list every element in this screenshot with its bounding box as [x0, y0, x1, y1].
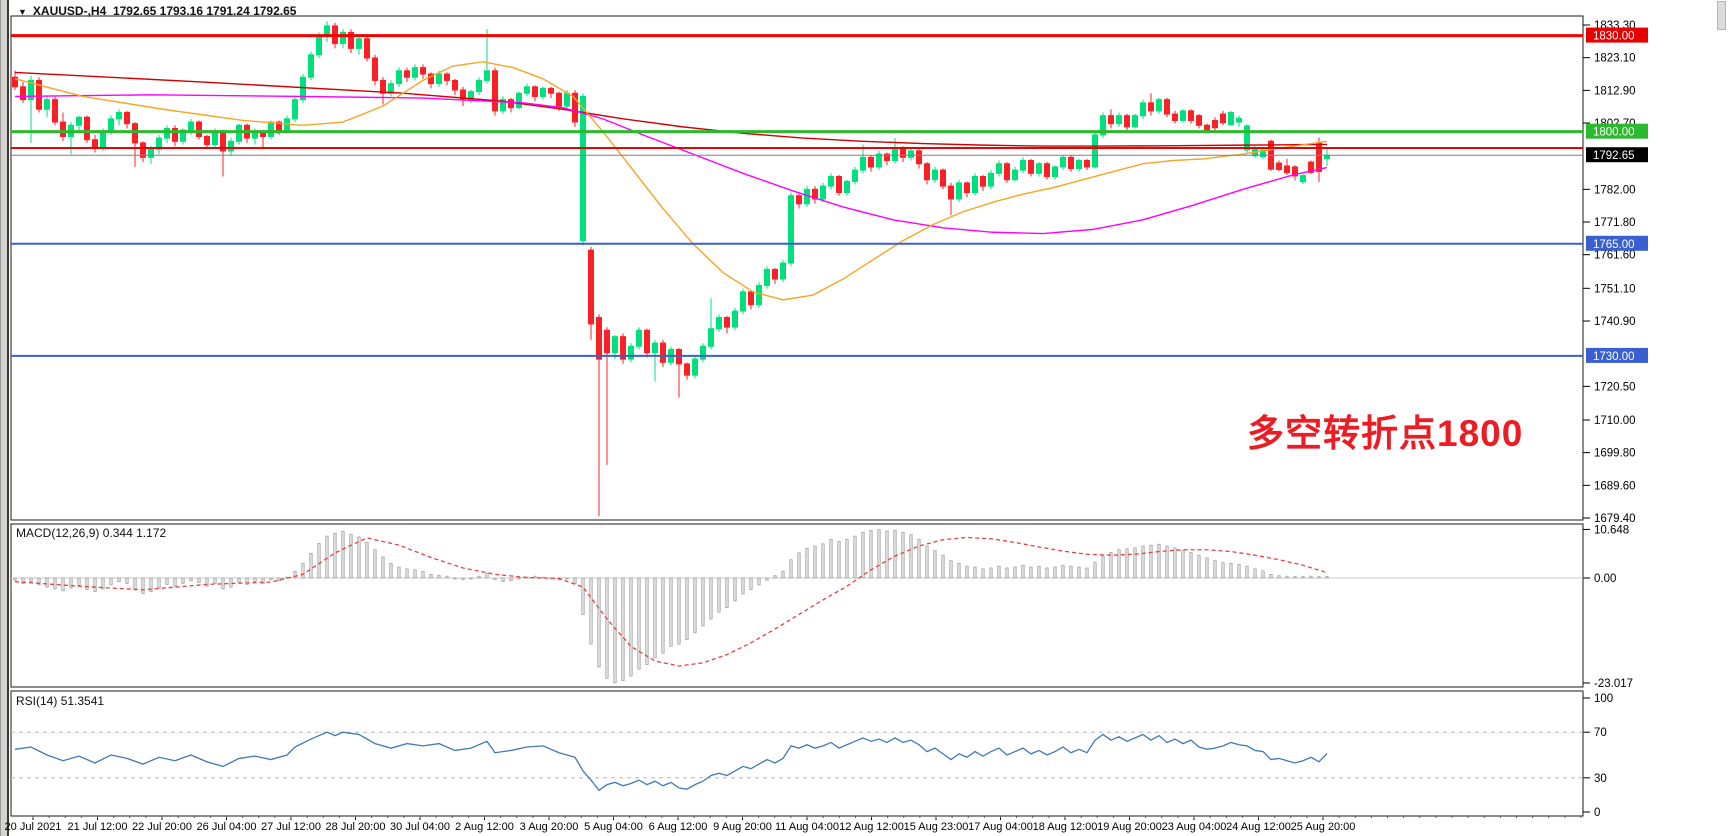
moving-averages — [14, 61, 1328, 301]
rsi-line — [14, 731, 1328, 792]
axis-label: 20 Jul 2021 — [5, 821, 62, 833]
axis-label: 1751.10 — [1594, 283, 1636, 295]
macd-axis: 10.648 0.00 -23.017 — [1583, 524, 1633, 690]
axis-label: 1812.90 — [1594, 85, 1636, 97]
price-badge-1800.00 — [1586, 123, 1648, 139]
ma-medium-magenta — [14, 94, 1328, 235]
axis-label: 1792.65 — [1593, 150, 1635, 162]
title-ohlc: 1792.65 1793.16 1791.24 1792.65 — [112, 4, 297, 18]
axis-label: 1782.00 — [1594, 184, 1636, 196]
axis-label: 100 — [1594, 693, 1613, 705]
axis-label: 21 Jul 12:00 — [68, 821, 128, 833]
axis-label: 26 Jul 04:00 — [197, 821, 257, 833]
axis-label: 6 Aug 12:00 — [649, 821, 708, 833]
window-left-edge — [0, 0, 9, 836]
axis-label: 1689.60 — [1594, 480, 1636, 492]
axis-label: 1679.40 — [1594, 513, 1636, 525]
axis-label: 11 Aug 04:00 — [775, 821, 839, 833]
axis-label: 10.648 — [1594, 524, 1629, 536]
axis-label: 28 Jul 20:00 — [326, 821, 386, 833]
price-badge-1830.00 — [1586, 27, 1648, 43]
time-axis: 20 Jul 2021 21 Jul 12:00 22 Jul 20:00 26 Ju… — [5, 816, 1582, 833]
axis-label: 1720.50 — [1594, 381, 1636, 393]
axis-label: 15 Aug 23:00 — [904, 821, 969, 833]
axis-label: 17 Aug 04:00 — [968, 821, 1033, 833]
rsi-axis: 100 70 30 0 — [1583, 693, 1613, 819]
rsi-levels — [11, 731, 1583, 779]
axis-label: 25 Aug 20:00 — [1291, 821, 1356, 833]
axis-label: 30 Jul 04:00 — [390, 821, 450, 833]
ma-slow-red — [14, 71, 1328, 147]
axis-label: 5 Aug 04:00 — [584, 821, 643, 833]
macd-histogram — [13, 529, 1329, 684]
axis-label: 1740.90 — [1594, 316, 1636, 328]
macd-signal-line — [14, 536, 1328, 667]
axis-label: 30 — [1594, 773, 1607, 785]
axis-label: 0.00 — [1594, 573, 1616, 585]
axis-label: 9 Aug 20:00 — [713, 821, 772, 833]
panel-frames — [10, 15, 1584, 817]
axis-label: 1765.00 — [1593, 239, 1635, 251]
current-price-badge — [1586, 147, 1648, 163]
title-symbol: XAUUSD-,H4 — [32, 4, 107, 18]
axis-label: 23 Aug 04:00 — [1162, 821, 1227, 833]
axis-label: 2 Aug 12:00 — [455, 821, 514, 833]
horizontal-lines — [11, 34, 1583, 357]
macd-label: MACD(12,26,9) 0.344 1.172 — [16, 526, 167, 540]
axis-label: 1710.00 — [1594, 415, 1636, 427]
axis-label: 0 — [1594, 807, 1600, 819]
axis-label: 1771.80 — [1594, 217, 1636, 229]
axis-label: 24 Aug 12:00 — [1226, 821, 1291, 833]
scrollbar-thumb[interactable] — [1717, 1, 1726, 30]
rsi-label: RSI(14) 51.3541 — [16, 694, 105, 708]
axis-label: -23.017 — [1594, 678, 1633, 690]
axis-label: 1823.10 — [1594, 53, 1636, 65]
axis-label: 1730.00 — [1593, 351, 1635, 363]
annotation-text[interactable]: 多空转折点1800 — [1247, 413, 1524, 454]
ma-fast-orange — [14, 61, 1328, 301]
price-badge-1765.00 — [1586, 235, 1648, 251]
price-badge-1730.00 — [1586, 347, 1648, 363]
axis-label: 22 Jul 20:00 — [132, 821, 192, 833]
axis-label: 70 — [1594, 727, 1607, 739]
chart-title: ▼ XAUUSD-,H4 1792.65 1793.16 1791.24 1792… — [18, 4, 296, 18]
axis-label: 27 Jul 12:00 — [261, 821, 321, 833]
axis-label: 12 Aug 12:00 — [839, 821, 904, 833]
axis-label: 1830.00 — [1593, 31, 1635, 43]
axis-label: 1800.00 — [1593, 127, 1635, 139]
symbol-dropdown-icon[interactable]: ▼ — [18, 7, 27, 17]
axis-label: 3 Aug 20:00 — [520, 821, 579, 833]
axis-label: 18 Aug 12:00 — [1033, 821, 1098, 833]
price-axis: 1833.301823.101812.901802.701782.001771.… — [1583, 20, 1648, 525]
axis-label: 1761.60 — [1594, 250, 1636, 262]
axis-label: 19 Aug 20:00 — [1097, 821, 1162, 833]
axis-label: 1699.80 — [1594, 448, 1636, 460]
